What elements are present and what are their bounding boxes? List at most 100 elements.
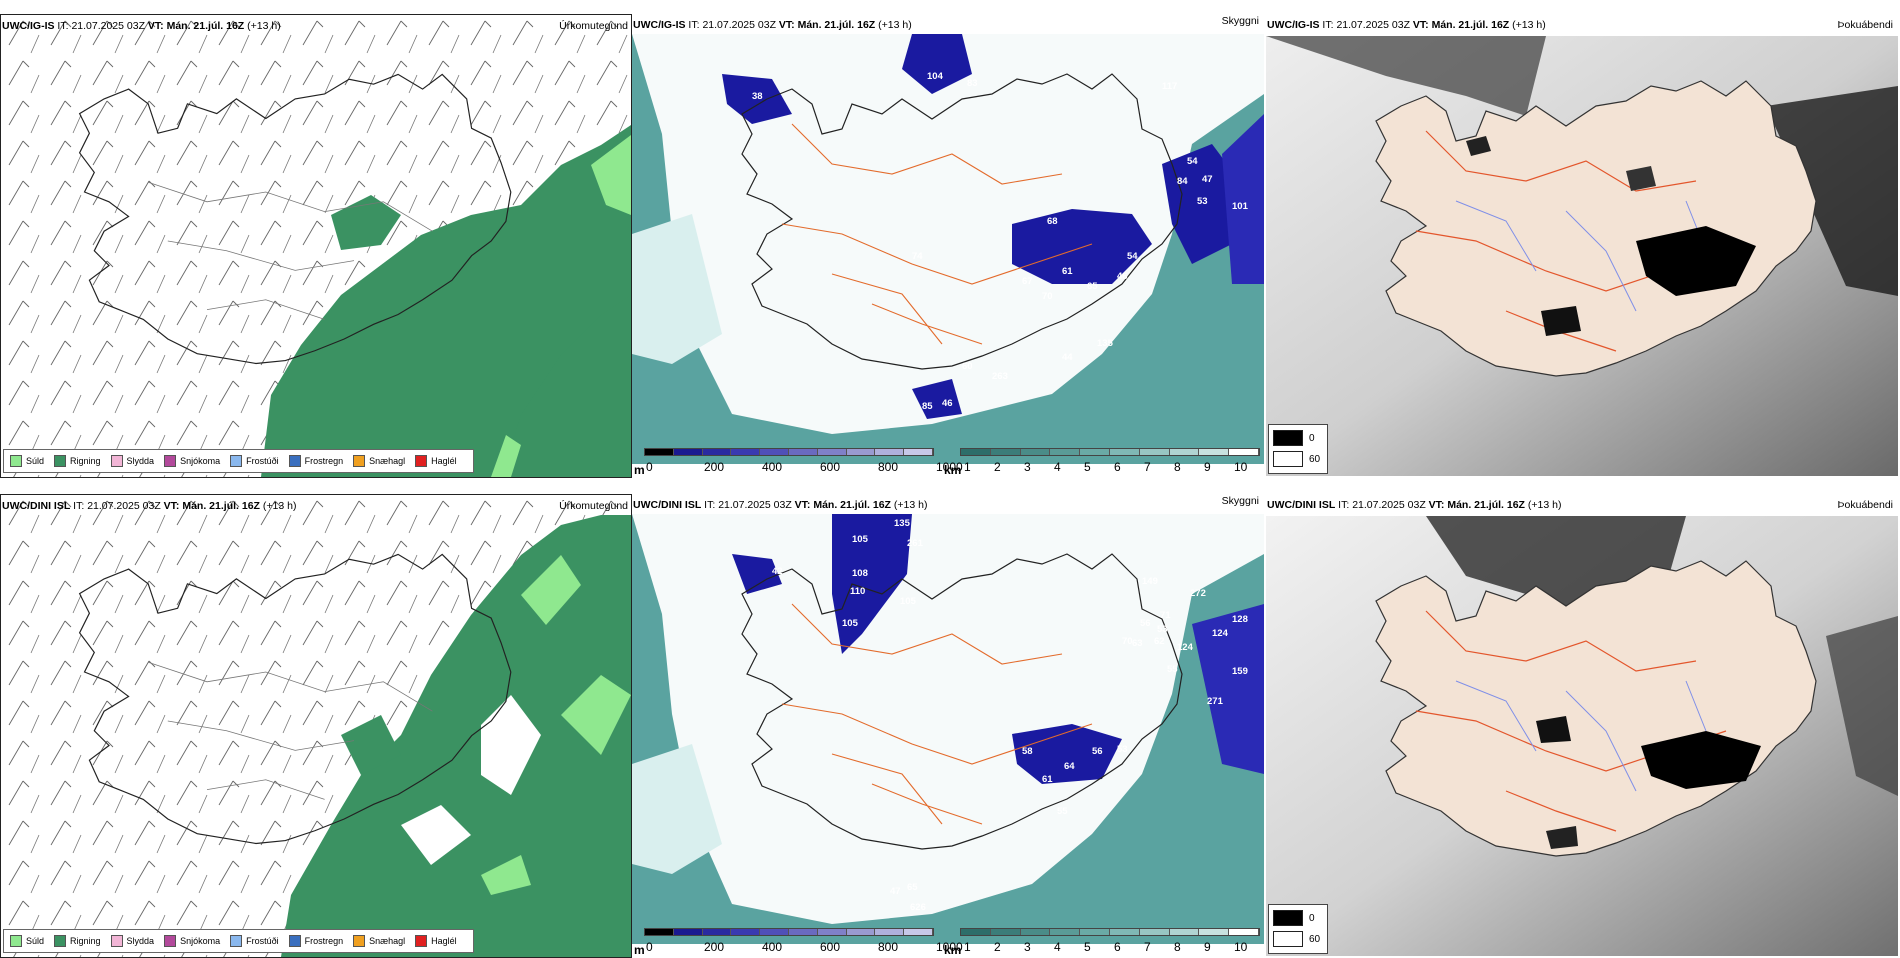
svg-text:42: 42 xyxy=(772,566,783,577)
svg-text:159: 159 xyxy=(1232,666,1248,677)
svg-text:55: 55 xyxy=(1057,806,1068,817)
svg-text:65: 65 xyxy=(1087,281,1098,292)
lead-time: (+13 h) xyxy=(1512,19,1546,31)
svg-text:271: 271 xyxy=(1207,696,1224,707)
svg-text:58: 58 xyxy=(1022,746,1033,757)
svg-text:70: 70 xyxy=(1122,636,1133,647)
panel-header: UWC/IG-IS IT: 21.07.2025 03Z VT: Mán. 21… xyxy=(1267,19,1895,33)
vt-value: Mán. 21.júl. 16Z xyxy=(182,500,260,512)
vt-label: VT: xyxy=(163,500,180,512)
svg-text:105: 105 xyxy=(900,596,917,607)
lead-time: (+13 h) xyxy=(247,20,281,32)
low-cloud-areas xyxy=(732,514,1264,784)
svg-text:67: 67 xyxy=(1022,276,1033,287)
rain-area xyxy=(281,515,631,957)
vis-unit: km xyxy=(944,943,962,957)
svg-text:124: 124 xyxy=(1177,642,1194,653)
fog-legend: 0 60 xyxy=(1268,424,1328,474)
dini-vis-panel: UWC/DINI ISL IT: 21.07.2025 03Z VT: Mán.… xyxy=(632,494,1264,958)
svg-text:54: 54 xyxy=(1187,156,1198,167)
svg-text:104: 104 xyxy=(927,71,944,82)
svg-text:68: 68 xyxy=(1047,216,1058,227)
legend-freezing-drizzle: Frostúði xyxy=(230,935,279,947)
svg-text:272: 272 xyxy=(1190,588,1206,599)
svg-text:105: 105 xyxy=(842,618,859,629)
svg-text:46: 46 xyxy=(942,398,953,409)
svg-text:53: 53 xyxy=(1117,744,1128,755)
igis-fog-panel: UWC/IG-IS IT: 21.07.2025 03Z VT: Mán. 21… xyxy=(1266,14,1898,478)
it-label: IT: xyxy=(1322,19,1334,31)
it-label: IT: xyxy=(688,19,700,31)
vt-label: VT: xyxy=(1428,499,1445,511)
legend-rain: Rigning xyxy=(54,455,101,467)
precip-map xyxy=(1,15,631,477)
model-name: UWC/IG-IS xyxy=(2,20,55,32)
vt-value: Mán. 21.júl. 16Z xyxy=(797,19,876,31)
cloud-base-labels: 135 105 261 108 110 105 105 42 149 272 1… xyxy=(772,518,1248,913)
svg-text:53: 53 xyxy=(1197,196,1208,207)
panel-header: UWC/DINI ISL IT: 21.07.2025 03Z VT: Mán.… xyxy=(2,500,630,514)
svg-text:261: 261 xyxy=(907,538,924,549)
model-name: UWC/DINI ISL xyxy=(1267,499,1336,511)
vt-label: VT: xyxy=(147,20,164,32)
svg-text:60: 60 xyxy=(962,361,973,372)
svg-text:105: 105 xyxy=(852,534,869,545)
igis-vis-panel: UWC/IG-IS IT: 21.07.2025 03Z VT: Mán. 21… xyxy=(632,14,1264,478)
vt-label: VT: xyxy=(1412,19,1429,31)
fog-legend: 0 60 xyxy=(1268,904,1328,954)
vis-unit: km xyxy=(944,463,962,477)
svg-text:85: 85 xyxy=(922,401,933,412)
it-value: 21.07.2025 03Z xyxy=(87,500,161,512)
svg-text:74: 74 xyxy=(912,251,923,262)
svg-text:626: 626 xyxy=(910,902,926,913)
svg-text:47: 47 xyxy=(1202,174,1213,185)
panel-header: UWC/DINI ISL IT: 21.07.2025 03Z VT: Mán.… xyxy=(633,495,1261,513)
svg-text:38: 38 xyxy=(752,91,763,102)
vt-value: Mán. 21.júl. 16Z xyxy=(813,499,891,511)
legend-drizzle: Súld xyxy=(10,455,44,467)
vt-value: Mán. 21.júl. 16Z xyxy=(1431,19,1510,31)
svg-text:61: 61 xyxy=(1042,774,1053,785)
svg-text:70: 70 xyxy=(1042,291,1053,302)
legend-hail: Haglél xyxy=(415,455,457,467)
cloud-unit: m xyxy=(634,943,645,957)
svg-text:128: 128 xyxy=(1232,614,1248,625)
it-value: 21.07.2025 03Z xyxy=(1336,19,1410,31)
cloud-base-colorbar: m 0 200 400 600 800 1000 xyxy=(634,928,963,958)
low-cloud-areas xyxy=(722,34,1264,419)
legend-freezing-drizzle: Frostúði xyxy=(230,455,279,467)
svg-text:46: 46 xyxy=(1117,271,1128,282)
legend-snow: Snjókoma xyxy=(164,455,220,467)
legend-sleet: Slydda xyxy=(110,935,154,947)
lead-time: (+13 h) xyxy=(893,499,928,511)
precip-legend: Súld Rigning Slydda Snjókoma Frostúði Fr… xyxy=(3,929,474,953)
svg-text:56: 56 xyxy=(1140,618,1151,629)
dini-fog-panel: UWC/DINI ISL IT: 21.07.2025 03Z VT: Mán.… xyxy=(1266,494,1898,958)
fog-map xyxy=(1266,36,1898,476)
svg-text:135: 135 xyxy=(894,518,911,529)
legend-drizzle: Súld xyxy=(10,935,44,947)
svg-text:101: 101 xyxy=(1232,201,1249,212)
panel-title: Þokuábendi xyxy=(1837,19,1893,31)
igis-precip-panel: UWC/IG-IS IT: 21.07.2025 03Z VT: Mán. 21… xyxy=(0,14,632,478)
rain-area xyxy=(261,125,631,477)
svg-text:54: 54 xyxy=(1127,251,1138,262)
legend-sleet: Slydda xyxy=(110,455,154,467)
legend-rain: Rigning xyxy=(54,935,101,947)
lead-time: (+13 h) xyxy=(262,500,297,512)
svg-text:110: 110 xyxy=(850,586,865,597)
precip-map xyxy=(1,495,631,957)
legend-freezing-rain: Frostregn xyxy=(288,935,343,947)
svg-text:61: 61 xyxy=(1062,266,1073,277)
svg-text:65: 65 xyxy=(907,882,918,893)
model-name: UWC/DINI ISL xyxy=(2,500,71,512)
panel-header: UWC/DINI ISL IT: 21.07.2025 03Z VT: Mán.… xyxy=(1267,499,1895,513)
svg-text:84: 84 xyxy=(1177,176,1188,187)
svg-text:63: 63 xyxy=(1132,638,1143,649)
svg-text:47: 47 xyxy=(890,886,901,897)
legend-snow-grains: Snæhagl xyxy=(353,935,405,947)
svg-text:55: 55 xyxy=(1167,664,1178,675)
panel-title: Úrkomutegund xyxy=(559,500,628,512)
svg-text:149: 149 xyxy=(1142,576,1158,587)
svg-text:108: 108 xyxy=(852,568,868,579)
